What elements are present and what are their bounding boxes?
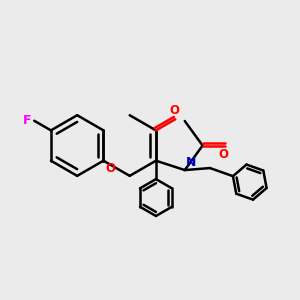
Text: O: O: [106, 162, 116, 175]
Text: O: O: [169, 104, 179, 117]
Text: F: F: [23, 114, 32, 127]
Text: O: O: [219, 148, 229, 161]
Text: N: N: [186, 156, 196, 169]
